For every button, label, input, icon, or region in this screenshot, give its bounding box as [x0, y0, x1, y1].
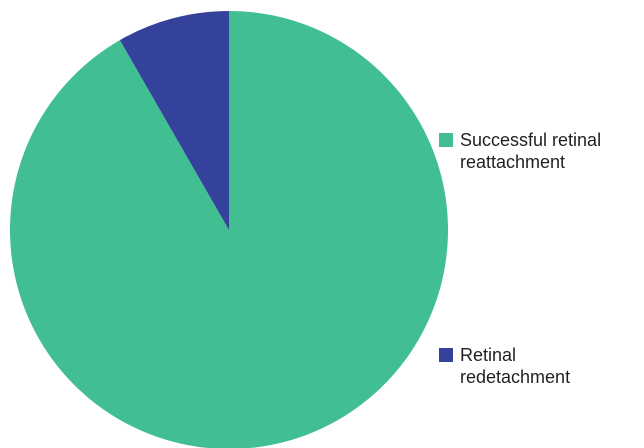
legend-swatch-2	[439, 348, 453, 362]
pie-slice-2	[119, 10, 229, 230]
pie-slices	[10, 10, 448, 448]
pie-slice-1	[10, 11, 448, 448]
legend-label-1: Successful retinal reattachment	[460, 130, 601, 172]
legend-label-2: Retinal redetachment	[460, 345, 570, 387]
legend-item-2: Retinal redetachment	[439, 345, 570, 387]
legend: Successful retinal reattachment Retinal red…	[439, 130, 601, 387]
legend-swatch-1	[439, 133, 453, 147]
legend-item-1: Successful retinal reattachment	[439, 130, 601, 172]
